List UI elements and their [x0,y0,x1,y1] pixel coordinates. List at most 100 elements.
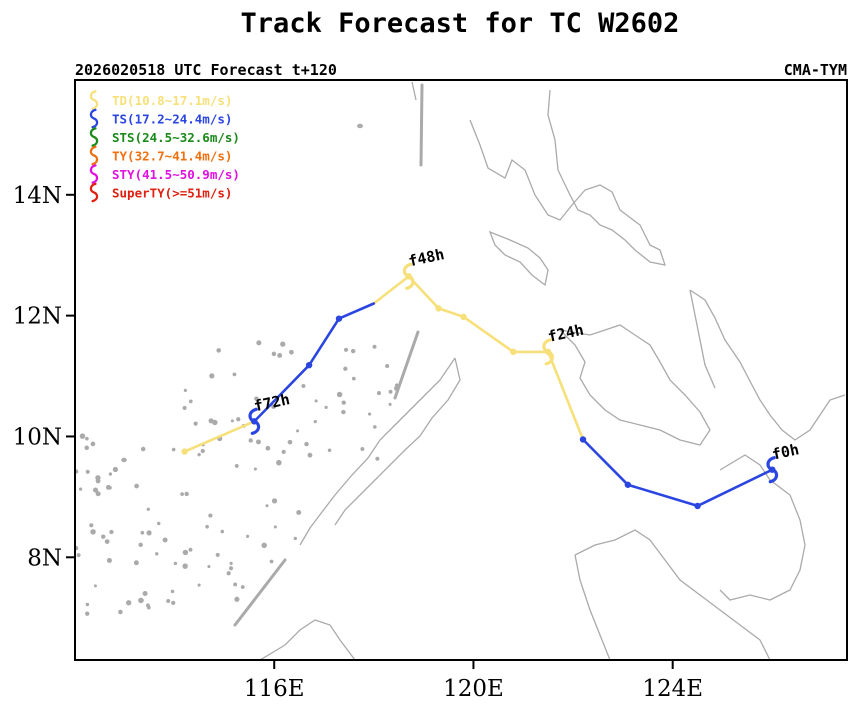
island-dot [78,487,83,491]
island-dot [296,429,300,433]
island-dot [230,419,234,423]
chart-title: Track Forecast for TC W2602 [241,8,680,39]
coastline-bohol [719,454,806,601]
island-dot [106,484,111,490]
island-dot [293,536,297,541]
island-dot [95,491,101,497]
island-dot [106,557,112,563]
island-dot [134,483,139,489]
island-dot [301,383,306,389]
island-dot [232,372,237,377]
island-dot [261,542,267,549]
island-dot [171,447,176,452]
island-dot [375,456,380,461]
island-dot [85,602,90,607]
island-dot [360,447,365,451]
island-dot [216,348,221,353]
island-dot [118,609,123,615]
island-dot [226,571,231,576]
forecast-hour-label: f48h [407,245,446,270]
island-dot [85,611,90,616]
track-point [624,481,632,488]
island-dot [193,421,198,426]
island-dot [212,419,218,426]
island-dot [376,391,381,396]
track-point [181,448,188,455]
island-dot [215,552,220,557]
coastline-palawan [299,357,456,546]
island-dot [341,409,346,415]
island-dot [350,348,356,354]
island-dot [140,530,145,535]
island-dot [254,396,259,401]
island-dot [133,560,139,566]
plot-frame [74,79,848,661]
axes: 116E 120E 124E 8N 10N 12N 14N [13,183,703,702]
legend-symbol-icon [89,127,99,147]
reef-line-mid [393,330,420,400]
island-dot [188,399,193,404]
island-dot [343,366,348,371]
island-dot [89,523,94,528]
island-dot [209,373,215,379]
island-dot [314,399,318,403]
island-dot [357,123,363,129]
island-dot [207,565,211,569]
track-point [435,305,442,312]
island-dot [183,388,187,392]
legend-entry-ty: TY(32.7~41.4m/s) [112,149,232,164]
island-dot [112,466,119,473]
track-segment-ts [253,302,376,423]
coastline-luzon [469,89,666,266]
island-dot [170,589,175,594]
island-dot [197,452,201,457]
island-dot [109,529,114,535]
track-markers: f0h f24h f48h f72h [248,245,801,484]
island-dot [287,439,293,445]
island-dot [138,597,144,604]
legend-symbol-icon [89,182,99,203]
island-dot [289,349,294,355]
island-dot [388,402,392,406]
coastline-mindanao [574,529,771,660]
chart-subtitle-right: CMA-TYM [784,61,847,79]
legend-symbol-icon [89,164,99,184]
island-dot [220,529,225,534]
track-segment-ts [581,438,774,508]
chart-subtitle-left: 2026020518 UTC Forecast t+120 [75,61,337,79]
island-dot [304,441,309,447]
typhoon-symbol-icon [248,407,261,435]
island-dot [265,445,271,451]
track-point [305,361,313,369]
island-dot [265,504,269,508]
island-dot [138,542,143,547]
x-tick-label: 124E [642,676,703,702]
island-dot [271,498,278,504]
island-dot [256,340,262,346]
island-dot [79,433,86,439]
coastline-borneo [259,619,356,660]
reef-line-south [233,558,287,627]
track-point [335,315,343,322]
y-tick-label: 10N [13,424,62,450]
legend-symbol-icon [89,90,99,110]
island-dot [269,559,274,564]
coastline-mindoro [488,230,549,287]
typhoon-symbol-icon [402,262,415,290]
track-points [181,273,776,510]
reef-line-north [419,83,424,167]
legend-entry-td: TD(10.8~17.1m/s) [112,93,232,108]
island-dot [280,341,286,347]
island-dot [121,457,127,463]
x-tick-label: 120E [443,676,504,702]
island-dot [146,530,152,536]
island-dot [271,351,277,357]
island-dot [228,566,234,571]
island-dot [367,412,372,416]
island-dot [341,400,346,405]
island-dot [372,425,377,429]
island-dot [93,584,97,588]
track-point [579,436,587,443]
island-dot [276,459,282,466]
island-dot [395,383,399,387]
